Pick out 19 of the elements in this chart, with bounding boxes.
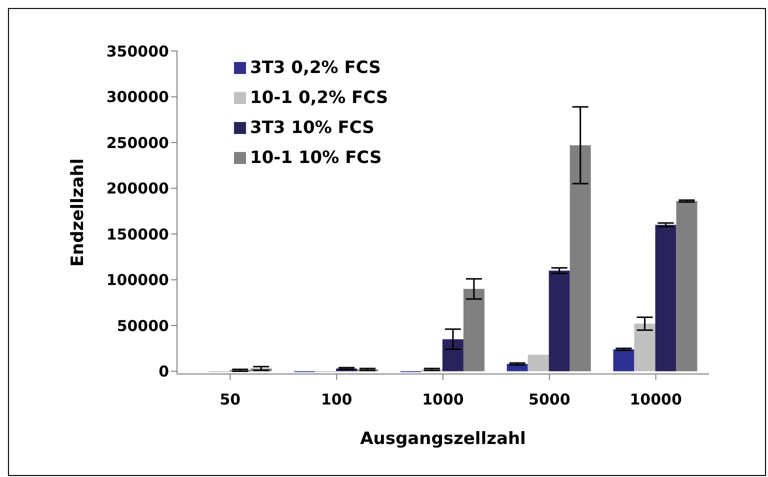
y-tick-label: 50000 (116, 316, 169, 335)
y-tick-label: 250000 (106, 134, 169, 152)
x-tick-label: 50 (220, 390, 241, 409)
x-tick-label: 5000 (528, 390, 570, 409)
y-axis-title: Endzellzahl (68, 158, 88, 267)
x-tick-label: 1000 (422, 390, 464, 409)
x-axis-title: Ausgangszellzahl (360, 429, 526, 449)
legend-label: 3T3 10% FCS (250, 118, 374, 138)
y-tick-label: 150000 (106, 225, 169, 244)
y-tick-label: 350000 (106, 42, 169, 60)
y-tick-label: 0 (158, 362, 169, 381)
y-tick-label: 300000 (106, 88, 169, 106)
legend-label: 10-1 10% FCS (250, 148, 382, 168)
x-tick-label: 10000 (630, 390, 682, 409)
y-tick-label: 200000 (106, 180, 169, 198)
legend-label: 3T3 0,2% FCS (250, 58, 381, 78)
y-tick-label: 100000 (106, 271, 169, 290)
legend-label: 10-1 0,2% FCS (250, 88, 388, 108)
x-tick-label: 100 (320, 390, 352, 409)
